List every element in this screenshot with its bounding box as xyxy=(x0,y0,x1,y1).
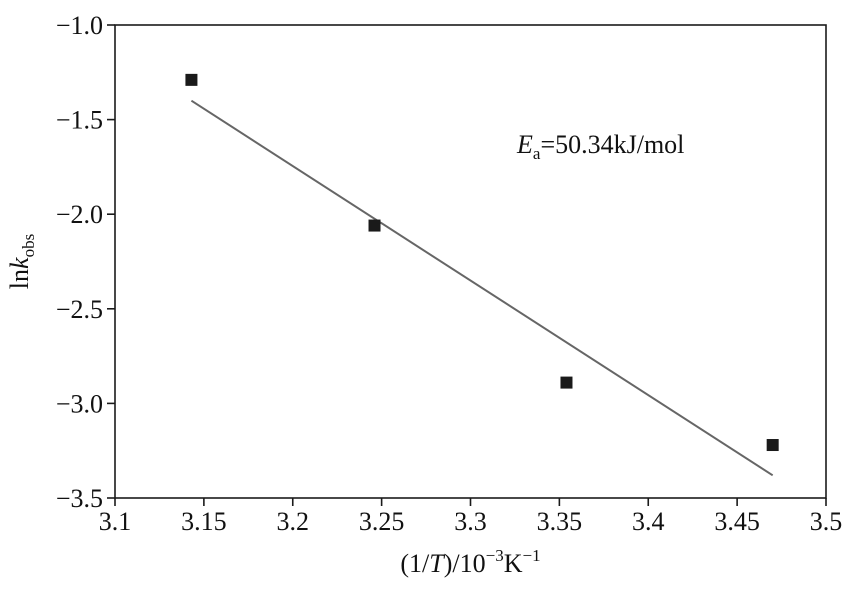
x-axis-label-exponent: −3 xyxy=(486,546,504,565)
y-axis-label-prefix: ln xyxy=(5,269,34,289)
x-tick-label: 3.15 xyxy=(181,507,227,536)
x-axis-label-prefix: (1/ xyxy=(400,549,430,578)
fit-line-layer xyxy=(190,99,774,477)
data-point xyxy=(766,439,779,452)
annotation-symbol: E xyxy=(516,130,533,159)
x-tick-label: 3.5 xyxy=(810,507,843,536)
activation-energy-annotation: Ea=50.34kJ/mol xyxy=(516,130,684,163)
annotation-subscript: a xyxy=(533,144,541,163)
y-tick-label: −1.5 xyxy=(56,106,103,135)
data-point xyxy=(185,73,198,86)
y-tick-label: −1.0 xyxy=(56,11,103,40)
x-tick-label: 3.25 xyxy=(359,507,405,536)
data-points xyxy=(185,73,779,452)
x-tick-label: 3.2 xyxy=(277,507,310,536)
y-axis-label-subscript: obs xyxy=(19,234,38,258)
y-axis-label: lnkobs xyxy=(5,234,38,289)
x-axis-label-variable: T xyxy=(429,549,445,578)
y-tick-label: −2.5 xyxy=(56,295,103,324)
x-tick-label: 3.3 xyxy=(454,507,487,536)
y-axis-ticks: −1.0 −1.5 −2.0 −2.5 −3.0 −3.5 xyxy=(56,11,115,513)
x-axis-label: (1/T)/10−3K−1 xyxy=(400,546,540,578)
x-axis-label-mid: )/10 xyxy=(444,549,486,578)
x-tick-label: 3.45 xyxy=(714,507,760,536)
data-point xyxy=(368,219,381,232)
data-point xyxy=(560,376,573,389)
x-tick-label: 3.1 xyxy=(99,507,132,536)
y-axis-label-variable: k xyxy=(5,257,34,269)
fit-line xyxy=(190,99,774,477)
x-axis-ticks: 3.1 3.15 3.2 3.25 3.3 3.35 3.4 3.45 3.5 xyxy=(99,498,843,536)
x-tick-label: 3.35 xyxy=(537,507,583,536)
y-tick-label: −2.0 xyxy=(56,200,103,229)
y-tick-label: −3.5 xyxy=(56,484,103,513)
x-axis-label-unit: K xyxy=(504,549,523,578)
y-tick-label: −3.0 xyxy=(56,389,103,418)
annotation-value: =50.34kJ/mol xyxy=(540,130,684,159)
x-axis-label-unit-exponent: −1 xyxy=(523,546,541,565)
x-tick-label: 3.4 xyxy=(632,507,665,536)
